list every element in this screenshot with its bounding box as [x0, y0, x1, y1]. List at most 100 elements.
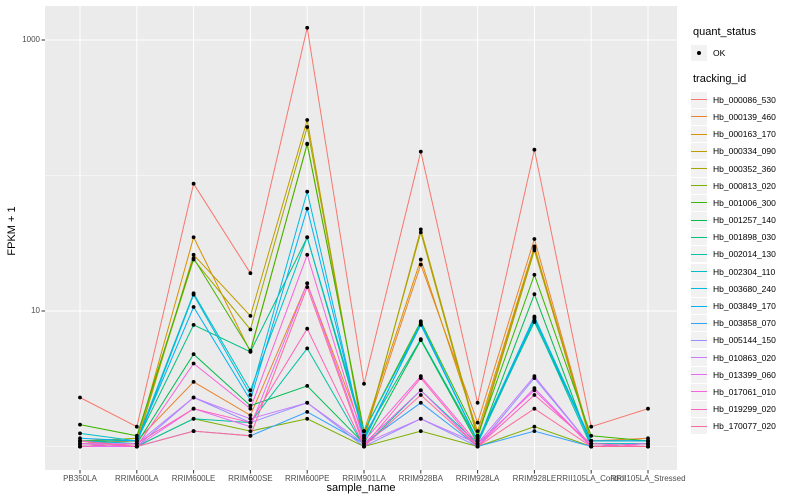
- data-point: [248, 429, 253, 433]
- data-point: [418, 230, 423, 235]
- legend-key-box: [691, 212, 707, 229]
- data-point: [248, 271, 253, 276]
- legend-item-Hb_003858_070: Hb_003858_070: [691, 315, 799, 332]
- legend-item-Hb_003680_240: Hb_003680_240: [691, 280, 799, 297]
- data-point: [475, 441, 480, 446]
- legend-item-label: Hb_000334_090: [713, 146, 776, 157]
- legend-key-box: [691, 298, 707, 315]
- legend: quant_status OK tracking_id Hb_000086_53…: [691, 26, 799, 435]
- data-point: [191, 416, 196, 421]
- legend-line-swatch: [691, 185, 707, 187]
- data-point: [191, 352, 196, 357]
- legend-item-Hb_000813_020: Hb_000813_020: [691, 177, 799, 194]
- data-point: [532, 393, 537, 397]
- data-point: [475, 433, 480, 438]
- data-point: [362, 444, 366, 449]
- data-point: [532, 406, 537, 411]
- legend-item-Hb_001898_030: Hb_001898_030: [691, 229, 799, 246]
- data-point: [191, 256, 196, 261]
- x-axis-title: sample_name: [326, 482, 396, 494]
- data-point: [248, 393, 253, 397]
- legend-key-box: [691, 194, 707, 211]
- legend-item-label: Hb_013399_060: [713, 369, 776, 380]
- data-point: [78, 436, 82, 441]
- legend-key-box: [691, 383, 707, 400]
- data-point: [305, 346, 310, 351]
- data-point: [248, 314, 253, 318]
- legend-item-Hb_170077_020: Hb_170077_020: [691, 418, 799, 435]
- data-point: [305, 142, 310, 147]
- data-point: [248, 388, 253, 393]
- data-point: [532, 147, 537, 152]
- data-point: [589, 439, 594, 443]
- data-point: [418, 429, 423, 433]
- data-point: [418, 388, 423, 393]
- data-point: [646, 406, 650, 411]
- legend-line-swatch: [691, 322, 707, 324]
- legend-line-swatch: [691, 133, 707, 135]
- legend-item-label: Hb_019299_020: [713, 404, 776, 415]
- y-tick-label: 10: [31, 306, 40, 315]
- data-point: [418, 400, 423, 405]
- data-point: [78, 431, 82, 436]
- legend-key-box: [691, 160, 707, 177]
- data-point: [475, 400, 480, 405]
- data-point: [191, 406, 196, 411]
- data-point: [305, 384, 310, 388]
- legend-item-Hb_001257_140: Hb_001257_140: [691, 212, 799, 229]
- legend-item-Hb_002304_110: Hb_002304_110: [691, 263, 799, 280]
- legend-line-swatch: [691, 202, 707, 204]
- legend-item-label: OK: [713, 47, 726, 58]
- data-point: [305, 410, 310, 414]
- data-point: [191, 252, 196, 257]
- legend-key-box: [691, 143, 707, 160]
- legend-key-box: [691, 401, 707, 418]
- data-point: [475, 444, 480, 449]
- legend-item-Hb_003849_170: Hb_003849_170: [691, 297, 799, 315]
- data-point: [134, 444, 139, 449]
- y-axis-title: FPKM + 1: [6, 206, 18, 256]
- legend-line-swatch: [691, 168, 707, 170]
- data-point: [362, 436, 366, 441]
- legend-item-label: Hb_000086_530: [713, 94, 776, 105]
- legend-item-Hb_000334_090: Hb_000334_090: [691, 143, 799, 160]
- data-point: [305, 25, 310, 30]
- legend-line-swatch: [691, 425, 707, 427]
- legend-item-ok: OK: [691, 44, 799, 61]
- legend-key-box: [691, 263, 707, 280]
- data-point: [418, 376, 423, 380]
- legend-item-Hb_017061_010: Hb_017061_010: [691, 383, 799, 400]
- data-point: [191, 380, 196, 384]
- legend-item-Hb_001006_300: Hb_001006_300: [691, 194, 799, 211]
- data-point: [532, 316, 537, 321]
- legend-item-Hb_000139_460: Hb_000139_460: [691, 108, 799, 125]
- data-point: [646, 436, 650, 441]
- data-point: [305, 206, 310, 211]
- x-tick-label: RRII105LA_Control: [556, 474, 626, 483]
- data-point: [78, 444, 82, 449]
- legend-key-box: [691, 126, 707, 143]
- legend-line-swatch: [691, 236, 707, 238]
- x-tick-label: RRIM928LE: [512, 474, 557, 483]
- data-point: [418, 337, 423, 341]
- legend-line-swatch: [691, 150, 707, 152]
- data-point: [305, 125, 310, 129]
- data-point: [532, 248, 537, 253]
- data-point: [248, 413, 253, 418]
- data-point: [248, 349, 253, 354]
- data-point: [134, 433, 139, 438]
- data-point: [305, 252, 310, 257]
- data-point: [362, 381, 366, 386]
- data-point: [532, 374, 537, 379]
- legend-line-swatch: [691, 374, 707, 376]
- legend-line-swatch: [691, 408, 707, 410]
- legend-title-tracking-id: tracking_id: [693, 73, 747, 86]
- legend-key-box: [691, 108, 707, 125]
- legend-line-swatch: [691, 116, 707, 118]
- data-point: [78, 422, 82, 427]
- legend-line-swatch: [691, 357, 707, 359]
- legend-item-label: Hb_003858_070: [713, 318, 776, 329]
- legend-key-box: [691, 229, 707, 246]
- data-point: [418, 323, 423, 327]
- data-point: [305, 416, 310, 421]
